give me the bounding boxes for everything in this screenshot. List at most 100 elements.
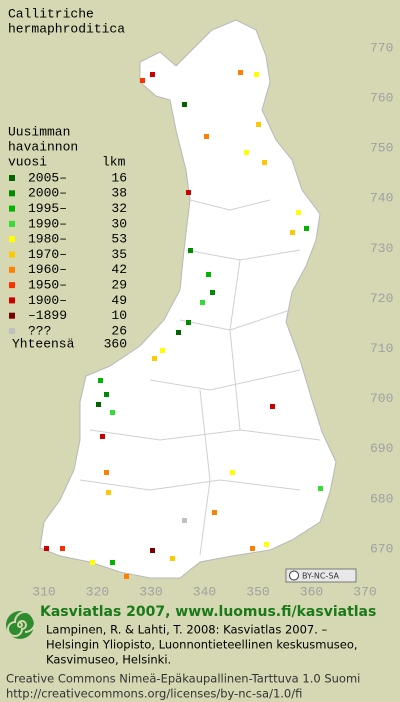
legend-count: 10	[111, 308, 127, 323]
x-grid-label: 330	[139, 584, 162, 599]
legend-swatch	[9, 205, 15, 212]
occurrence-square	[238, 70, 243, 75]
region-borders	[79, 199, 321, 556]
occurrence-square	[176, 330, 181, 335]
legend-label: 1900–	[28, 293, 67, 308]
occurrence-square	[244, 150, 249, 155]
occurrence-square	[170, 556, 175, 561]
legend-swatch	[9, 266, 15, 273]
occurrence-square	[140, 78, 145, 83]
legend-label: 2000–	[28, 186, 67, 201]
occurrence-square	[204, 134, 209, 139]
legend-label: 1995–	[28, 201, 67, 216]
finland-outline	[39, 19, 337, 579]
legend-swatch	[9, 251, 15, 258]
legend-swatch	[9, 220, 15, 227]
occurrence-square	[98, 378, 103, 383]
occurrence-square	[44, 546, 49, 551]
occurrence-square	[186, 320, 191, 325]
legend-header: Uusimman	[8, 124, 70, 139]
legend-swatch	[9, 175, 15, 181]
occurrence-square	[96, 402, 101, 407]
license-line[interactable]: http://creativecommons.org/licenses/by-n…	[6, 687, 302, 701]
occurrence-square	[296, 210, 301, 215]
legend-swatch	[9, 297, 15, 304]
legend-swatch	[9, 190, 15, 197]
occurrence-square	[206, 272, 211, 277]
legend-count: 38	[111, 186, 127, 201]
legend-count: 42	[111, 262, 127, 277]
occurrence-square	[124, 574, 129, 579]
occurrence-square	[110, 560, 115, 565]
legend-count: 53	[111, 232, 127, 247]
occurrence-square	[182, 518, 187, 523]
citation-line: Lampinen, R. & Lahti, T. 2008: Kasviatla…	[46, 623, 328, 637]
occurrence-square	[90, 560, 95, 565]
occurrence-square	[256, 122, 261, 127]
grid-labels: 770 760 750 740 730 720 710 700 690 680 670 310 320 3…	[32, 40, 393, 599]
title-line: Callitriche	[8, 6, 94, 21]
legend-swatch	[9, 312, 15, 319]
occurrence-square	[270, 404, 275, 409]
occurrence-square	[262, 160, 267, 165]
citation-line: Kasvimuseo, Helsinki.	[46, 653, 171, 667]
occurrence-square	[152, 356, 157, 361]
occurrence-square	[100, 434, 105, 439]
x-grid-label: 360	[300, 584, 323, 599]
y-grid-label: 670	[370, 541, 393, 556]
occurrence-square	[188, 248, 193, 253]
occurrence-square	[230, 470, 235, 475]
legend-count: 35	[111, 247, 127, 262]
occurrence-square	[290, 230, 295, 235]
y-grid-label: 690	[370, 441, 393, 456]
x-grid-label: 340	[193, 584, 216, 599]
y-grid-label: 750	[370, 141, 393, 156]
occurrence-square	[200, 300, 205, 305]
occurrence-square	[186, 190, 191, 195]
legend-label: –1899	[28, 308, 67, 323]
legend: 2005– 16 2000– 38 1995– 32 1990– 30 1980– 53 1970–…	[9, 170, 127, 338]
logo-spiral	[7, 611, 36, 637]
title-line: hermaphroditica	[8, 21, 125, 36]
footer-heading[interactable]: Kasviatlas 2007, www.luomus.fi/kasviatla…	[40, 604, 376, 620]
legend-count: 29	[111, 278, 127, 293]
citation-line: Helsingin Yliopisto, Luonnontieteellinen…	[46, 638, 358, 652]
cc-icon	[289, 570, 299, 581]
y-grid-label: 720	[370, 291, 393, 306]
license-line: Creative Commons Nimeä-Epäkaupallinen-Ta…	[6, 672, 360, 686]
occurrence-square	[264, 542, 269, 547]
occurrence-square	[210, 290, 215, 295]
cc-badge[interactable]	[285, 568, 357, 583]
occurrence-square	[150, 72, 155, 77]
x-grid-label: 350	[246, 584, 269, 599]
legend-count: 30	[111, 216, 127, 231]
legend-count: 49	[111, 293, 127, 308]
occurrence-square	[182, 102, 187, 107]
y-grid-label: 730	[370, 241, 393, 256]
occurrence-square	[250, 546, 255, 551]
cc-badge-text: BY-NC-SA	[302, 572, 340, 581]
occurrence-square	[212, 510, 217, 515]
legend-label: ???	[28, 323, 51, 338]
occurrence-square	[106, 490, 111, 495]
legend-count: 26	[111, 323, 127, 338]
legend-header: vuosi	[8, 154, 47, 169]
x-grid-label: 370	[353, 584, 376, 599]
legend-label: 1950–	[28, 278, 67, 293]
legend-count: 16	[111, 170, 127, 185]
legend-total: 360	[104, 336, 127, 351]
occurrence-square	[150, 548, 155, 553]
legend-label: 2005–	[28, 170, 67, 185]
legend-label: 1990–	[28, 216, 67, 231]
occurrence-square	[110, 410, 115, 415]
x-grid-label: 310	[32, 584, 55, 599]
occurrence-square	[104, 392, 109, 397]
x-grid-label: 320	[86, 584, 109, 599]
legend-label: 1970–	[28, 247, 67, 262]
occurrence-squares	[44, 70, 323, 579]
y-grid-label: 710	[370, 341, 393, 356]
y-grid-label: 700	[370, 391, 393, 406]
legend-swatch	[9, 328, 15, 334]
legend-total-label: Yhteensä	[12, 336, 75, 351]
